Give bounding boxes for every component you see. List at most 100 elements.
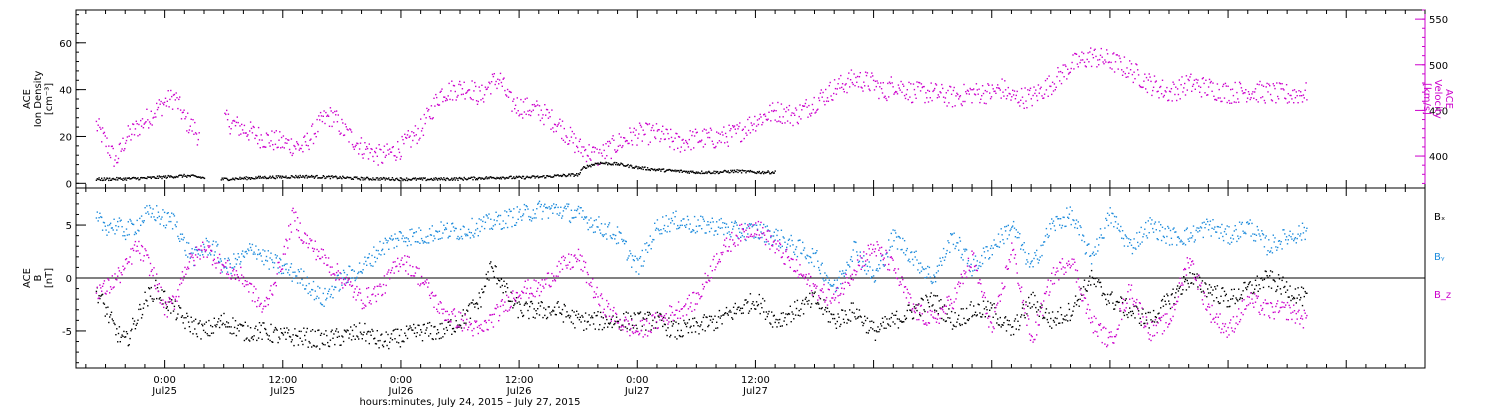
field-bx-point bbox=[925, 294, 927, 297]
field-bx-point bbox=[594, 328, 596, 330]
field-by-point bbox=[1235, 228, 1237, 231]
density-point bbox=[435, 177, 437, 179]
field-bx-point bbox=[230, 326, 232, 328]
velocity-point bbox=[457, 94, 459, 97]
field-bx-point bbox=[888, 318, 891, 320]
field-by-point bbox=[948, 242, 950, 244]
velocity-point bbox=[1137, 69, 1139, 71]
density-point bbox=[626, 164, 628, 167]
velocity-point bbox=[445, 97, 448, 100]
density-point bbox=[463, 176, 465, 179]
field-by-point bbox=[573, 216, 575, 219]
field-bx-point bbox=[237, 324, 239, 326]
density-point bbox=[182, 175, 184, 177]
field-bx-point bbox=[401, 340, 403, 343]
field-bx-point bbox=[1000, 326, 1002, 328]
density-point bbox=[677, 170, 679, 172]
field-bx-point bbox=[864, 315, 866, 318]
field-bx-point bbox=[1174, 296, 1176, 299]
field-by-point bbox=[1159, 230, 1161, 232]
velocity-point bbox=[163, 101, 166, 104]
velocity-point bbox=[849, 79, 852, 81]
field-by-point bbox=[1142, 236, 1144, 238]
density-point bbox=[574, 174, 576, 176]
field-bx-point bbox=[568, 314, 570, 316]
velocity-point bbox=[1222, 83, 1225, 86]
velocity-point bbox=[118, 143, 121, 146]
field-bx-point bbox=[1049, 325, 1051, 328]
velocity-point bbox=[716, 131, 718, 133]
field-by-point bbox=[479, 230, 481, 233]
velocity-point bbox=[1051, 93, 1053, 96]
velocity-point bbox=[1033, 86, 1035, 88]
velocity-point bbox=[755, 125, 758, 127]
field-by-point bbox=[654, 222, 656, 224]
field-by-point bbox=[197, 253, 199, 255]
velocity-point bbox=[900, 80, 902, 83]
field-by-point bbox=[1121, 237, 1123, 239]
field-bx-point bbox=[479, 296, 481, 299]
density-point bbox=[245, 176, 247, 178]
velocity-point bbox=[988, 84, 990, 86]
density-point bbox=[288, 177, 291, 179]
field-by-point bbox=[1047, 236, 1049, 239]
field-by-point bbox=[1080, 226, 1082, 229]
velocity-point bbox=[654, 136, 656, 138]
field-bx-point bbox=[913, 306, 916, 308]
field-by-point bbox=[1186, 227, 1188, 229]
density-point bbox=[487, 176, 489, 179]
density-point bbox=[149, 176, 152, 178]
velocity-point bbox=[697, 141, 699, 144]
velocity-point bbox=[155, 116, 157, 118]
field-by-point bbox=[613, 234, 615, 236]
velocity-point bbox=[603, 149, 605, 152]
velocity-point bbox=[402, 139, 404, 141]
field-by-point bbox=[1040, 244, 1042, 247]
density-point bbox=[100, 179, 102, 181]
velocity-point bbox=[1185, 75, 1188, 77]
field-bx-point bbox=[848, 319, 850, 321]
field-by-point bbox=[385, 239, 387, 241]
field-bz-point bbox=[138, 240, 140, 243]
field-bx-point bbox=[389, 341, 391, 343]
density-point bbox=[610, 164, 612, 166]
velocity-point bbox=[530, 110, 533, 113]
density-point bbox=[772, 172, 775, 174]
field-bx-point bbox=[1103, 293, 1105, 295]
velocity-point bbox=[398, 151, 401, 154]
velocity-point bbox=[400, 155, 402, 158]
velocity-point bbox=[263, 145, 265, 148]
density-point bbox=[101, 177, 103, 179]
field-bx-point bbox=[731, 317, 733, 319]
field-bx-point bbox=[197, 323, 199, 325]
velocity-point bbox=[569, 126, 572, 129]
field-bx-point bbox=[1192, 283, 1195, 285]
field-by-point bbox=[295, 275, 297, 277]
velocity-point bbox=[365, 148, 367, 150]
field-by-point bbox=[795, 246, 798, 248]
field-bx-point bbox=[282, 334, 285, 336]
field-bx-point bbox=[980, 316, 982, 318]
velocity-point bbox=[873, 89, 876, 91]
field-bx-point bbox=[202, 329, 205, 332]
velocity-point bbox=[738, 125, 740, 128]
density-point bbox=[233, 179, 236, 181]
field-by-point bbox=[591, 226, 593, 228]
velocity-point bbox=[349, 128, 351, 130]
field-bx-point bbox=[696, 322, 698, 324]
density-point bbox=[268, 176, 270, 179]
velocity-point bbox=[1178, 79, 1180, 81]
density-point bbox=[374, 178, 376, 181]
velocity-point bbox=[1118, 55, 1120, 57]
density-point bbox=[638, 167, 641, 169]
field-by-point bbox=[699, 225, 701, 227]
velocity-point bbox=[1286, 102, 1289, 104]
field-bx-point bbox=[750, 308, 752, 310]
density-point bbox=[490, 176, 492, 178]
density-point bbox=[636, 166, 638, 168]
field-bx-point bbox=[430, 325, 433, 327]
field-bx-point bbox=[1048, 312, 1050, 314]
field-by-point bbox=[1000, 228, 1002, 230]
field-by-point bbox=[1101, 237, 1103, 239]
field-by-point bbox=[997, 233, 1000, 235]
